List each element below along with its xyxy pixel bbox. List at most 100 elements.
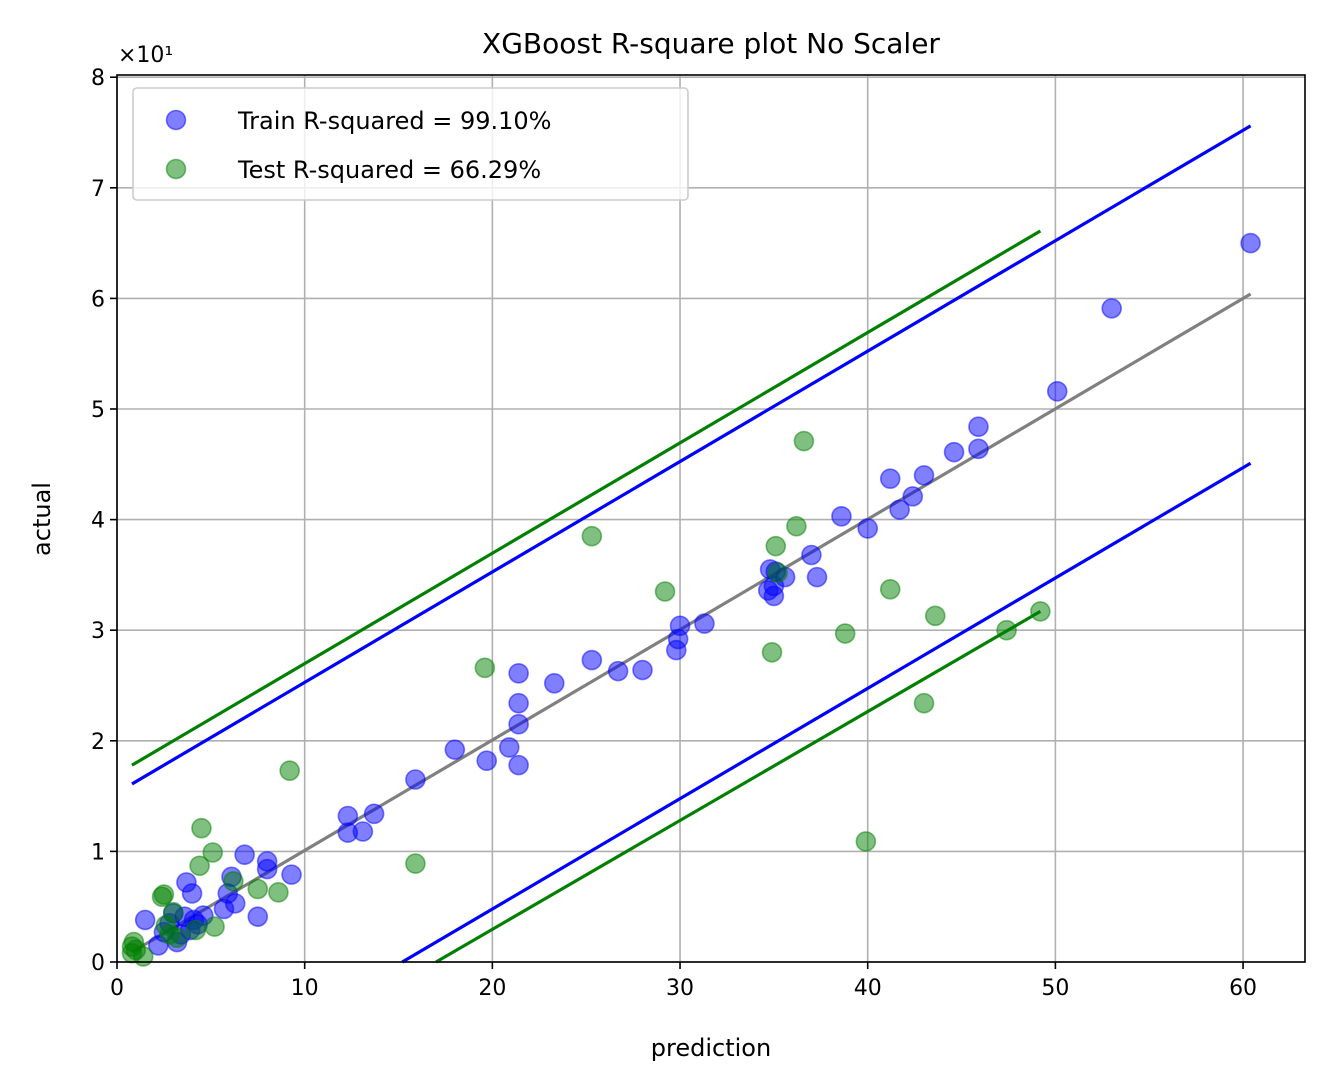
test-point	[834, 623, 856, 644]
train-point	[943, 441, 965, 463]
test-point	[474, 657, 496, 679]
legend-marker	[165, 158, 187, 180]
x-tick-label: 0	[110, 976, 124, 1001]
test-point	[202, 842, 224, 863]
test-point	[996, 619, 1017, 641]
train-point	[581, 649, 603, 671]
y-tick-label: 0	[91, 951, 105, 976]
train-point	[543, 672, 565, 694]
y-tick-label: 7	[91, 177, 105, 202]
train-point	[134, 909, 156, 931]
test-upper-line	[131, 229, 1042, 767]
train-point	[1240, 232, 1261, 254]
test-point	[879, 578, 901, 600]
train-point	[632, 659, 653, 681]
y-tick-label: 5	[91, 398, 105, 423]
train-point	[281, 864, 302, 885]
x-tick-label: 40	[854, 976, 882, 1001]
train-point	[968, 438, 989, 460]
train-point	[879, 468, 901, 489]
legend: Train R-squared = 99.10% Test R-squared =…	[132, 87, 689, 201]
y-tick-label: 4	[91, 509, 105, 534]
train-point	[508, 663, 529, 684]
test-point	[153, 884, 175, 905]
test-point	[924, 605, 946, 627]
train-point	[508, 754, 529, 776]
train-point	[444, 739, 466, 760]
x-tick-label: 60	[1229, 976, 1257, 1001]
y-tick-label: 1	[91, 840, 105, 865]
y-axis-multiplier: ×10¹	[118, 43, 173, 68]
train-point	[968, 416, 989, 438]
test-point	[132, 946, 154, 967]
test-point	[913, 692, 935, 714]
train-point	[363, 803, 385, 825]
test-point	[189, 855, 210, 877]
test-point	[405, 853, 426, 874]
test-point	[786, 515, 807, 537]
train-point	[181, 883, 203, 904]
train-point	[498, 737, 520, 758]
train-point	[857, 518, 879, 539]
train-point	[607, 660, 629, 682]
x-axis-label: prediction	[651, 1034, 771, 1062]
train-point	[669, 615, 691, 637]
test-point	[761, 642, 783, 663]
train-point	[913, 465, 935, 486]
legend-label: Test R-squared = 66.29%	[237, 156, 541, 184]
y-tick-label: 8	[91, 66, 105, 91]
train-point	[247, 906, 269, 927]
legend-box	[132, 87, 689, 201]
plot-frame	[116, 74, 1306, 963]
test-point	[223, 870, 244, 892]
train-point	[256, 851, 278, 872]
train-point	[352, 821, 374, 842]
trend-lines	[131, 124, 1252, 964]
legend-label: Train R-squared = 99.10%	[237, 107, 551, 135]
fit-line	[131, 292, 1252, 954]
train-lower-line	[401, 461, 1252, 964]
train-point	[801, 544, 822, 566]
y-tick-label: 3	[91, 619, 105, 644]
test-point	[279, 760, 300, 781]
grid	[116, 75, 1305, 963]
train-point	[234, 844, 255, 866]
test-point	[765, 535, 787, 557]
test-point	[654, 581, 676, 602]
train-point	[902, 486, 924, 507]
test-lower-line	[435, 610, 1042, 964]
train-point	[1101, 298, 1122, 319]
y-tick-label: 2	[91, 730, 105, 755]
test-point	[185, 919, 207, 941]
test-point	[191, 817, 212, 839]
test-point	[1030, 601, 1051, 622]
x-tick-label: 10	[291, 976, 319, 1001]
x-tick-label: 20	[478, 976, 506, 1001]
test-point	[268, 882, 289, 903]
train-upper-line	[131, 124, 1252, 786]
test-point	[204, 916, 225, 937]
test-point	[793, 430, 815, 452]
legend-marker	[165, 109, 187, 131]
train-point	[405, 769, 426, 790]
axes: 0 10 20 30 40 50 60 0 1 2 3 4 5 6 7 8	[91, 66, 1306, 1001]
data-points	[121, 232, 1261, 967]
train-point	[224, 893, 246, 914]
chart-title: XGBoost R-square plot No Scaler	[482, 27, 940, 60]
train-point	[476, 750, 498, 772]
y-axis-label: actual	[28, 482, 56, 556]
y-tick-label: 6	[91, 287, 105, 312]
test-point	[855, 831, 877, 852]
train-point	[1046, 381, 1068, 402]
train-point	[508, 692, 529, 714]
test-point	[767, 562, 788, 583]
x-tick-label: 30	[666, 976, 694, 1001]
train-point	[831, 505, 852, 527]
test-point	[247, 878, 269, 900]
train-point	[694, 613, 715, 634]
train-point	[508, 713, 529, 735]
train-point	[806, 566, 828, 588]
x-tick-label: 50	[1041, 976, 1069, 1001]
train-point	[889, 499, 910, 520]
